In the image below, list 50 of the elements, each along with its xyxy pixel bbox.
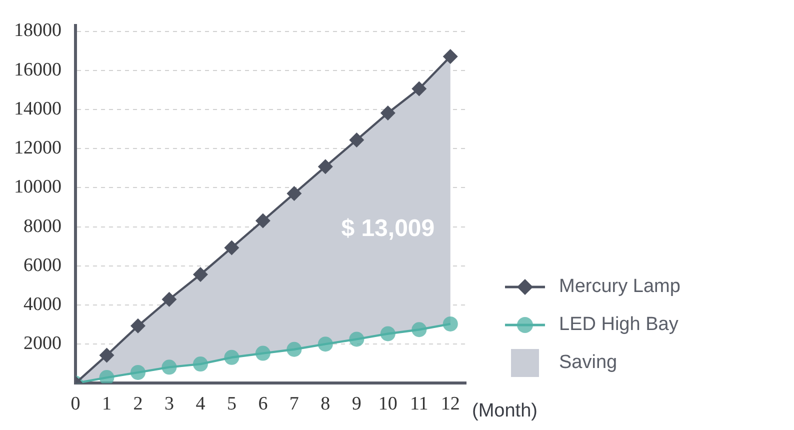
x-tick-label: 0 <box>70 394 80 415</box>
x-tick-label: 7 <box>289 394 299 415</box>
x-tick-label: 3 <box>164 394 174 415</box>
point <box>192 266 208 282</box>
point <box>286 342 302 357</box>
point <box>349 132 364 148</box>
legend-label: Saving <box>559 352 618 374</box>
point <box>130 318 146 334</box>
point <box>99 348 114 363</box>
x-tick-label: 6 <box>258 394 268 415</box>
point <box>442 316 458 332</box>
y-tick-label: 2000 <box>24 333 62 354</box>
x-tick-label: 10 <box>378 394 398 415</box>
x-tick-label: 12 <box>440 394 460 415</box>
y-tick-label: 12000 <box>14 138 62 159</box>
point <box>99 370 114 384</box>
y-tick-label: 14000 <box>14 98 62 120</box>
point <box>286 186 302 202</box>
x-tick-label: 11 <box>410 394 428 415</box>
y-tick-label: 16000 <box>14 59 62 80</box>
point <box>192 356 208 372</box>
point <box>318 336 333 352</box>
point <box>224 240 240 256</box>
point <box>412 322 427 338</box>
legend-label: LED High Bay <box>559 314 678 336</box>
point <box>380 105 396 120</box>
y-tick-label: 10000 <box>14 176 62 198</box>
point <box>255 213 270 228</box>
point <box>162 292 177 307</box>
x-tick-label: 9 <box>352 394 362 415</box>
point <box>412 81 427 96</box>
point <box>224 350 240 365</box>
x-tick-label: 2 <box>133 394 143 415</box>
x-tick-label: 4 <box>196 394 206 415</box>
point <box>349 332 364 347</box>
point <box>380 326 396 342</box>
y-tick-label: 6000 <box>24 254 62 276</box>
y-tick-label: 18000 <box>14 20 62 42</box>
y-tick-label: 8000 <box>24 216 62 237</box>
legend-label: Mercury Lamp <box>559 276 680 298</box>
point <box>318 159 333 174</box>
x-tick-label: 5 <box>226 394 236 415</box>
x-axis-title: (Month) <box>472 400 538 422</box>
x-tick-label: 8 <box>320 394 330 415</box>
x-tick-label: 1 <box>102 394 112 415</box>
point <box>442 48 458 64</box>
point <box>130 364 146 380</box>
y-tick-label: 4000 <box>24 294 62 315</box>
point <box>162 360 177 375</box>
point <box>255 346 270 361</box>
